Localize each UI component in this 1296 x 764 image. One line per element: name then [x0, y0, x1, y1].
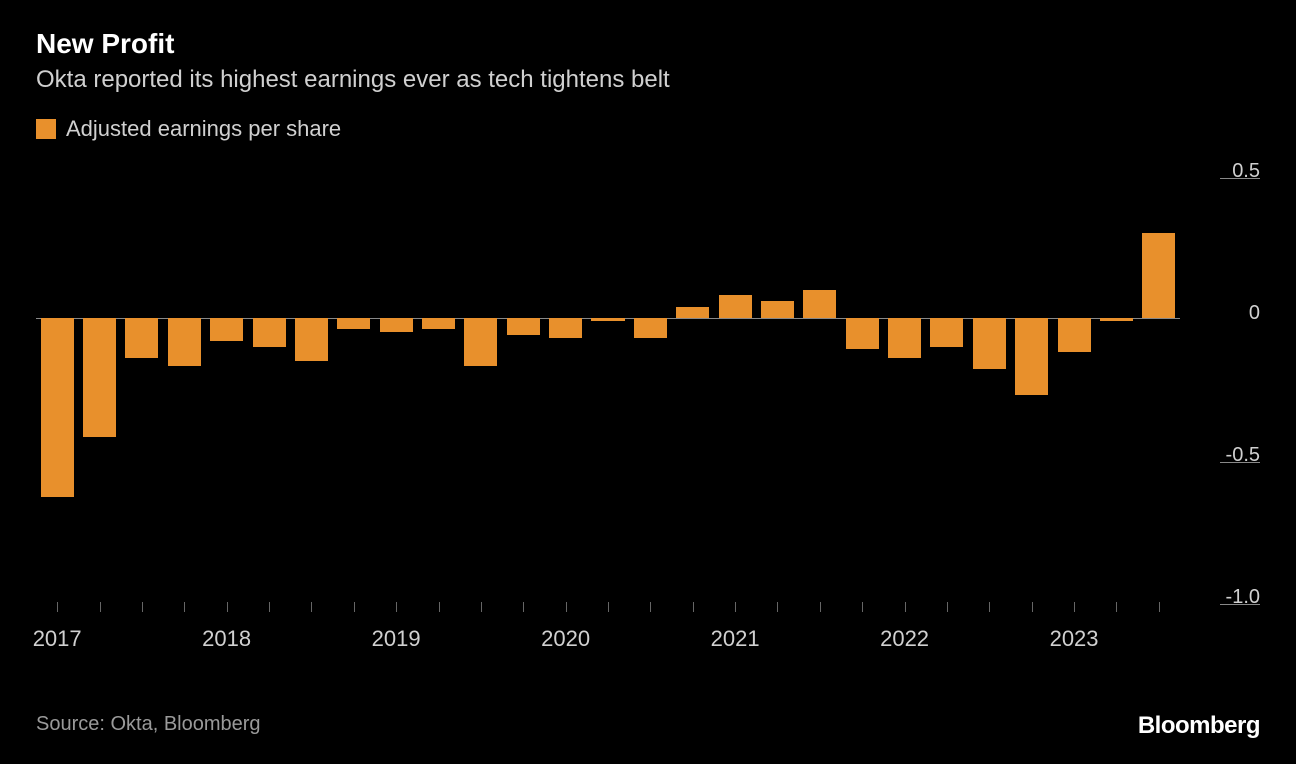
y-tick-line: [1220, 604, 1260, 605]
x-minor-tick: [269, 602, 270, 612]
y-tick: -0.5: [1226, 444, 1260, 469]
x-tick: 2023: [1050, 620, 1099, 652]
x-tick-label: 2020: [541, 626, 590, 652]
x-tick: 2022: [880, 620, 929, 652]
bar: [253, 318, 286, 346]
bar: [888, 318, 921, 358]
source-attribution: Source: Okta, Bloomberg: [36, 713, 261, 736]
y-tick: 0: [1249, 302, 1260, 327]
chart-container: New Profit Okta reported its highest ear…: [36, 28, 1260, 736]
chart-title: New Profit: [36, 28, 1260, 60]
bar: [380, 318, 413, 332]
x-minor-tick: [57, 602, 58, 612]
bar: [803, 290, 836, 318]
bar: [464, 318, 497, 366]
x-minor-tick: [100, 602, 101, 612]
bar: [1142, 233, 1175, 318]
x-minor-tick: [354, 602, 355, 612]
x-minor-tick: [1074, 602, 1075, 612]
x-minor-tick: [566, 602, 567, 612]
bar: [507, 318, 540, 335]
x-tick: 2019: [372, 620, 421, 652]
x-minor-tick: [439, 602, 440, 612]
x-minor-tick: [396, 602, 397, 612]
x-tick: 2017: [33, 620, 82, 652]
x-axis: 2017 2018 2019 2020 2021 2022 2023: [36, 602, 1180, 652]
bars-layer: [36, 162, 1180, 602]
x-minor-tick: [184, 602, 185, 612]
x-minor-tick: [905, 602, 906, 612]
bar: [1100, 318, 1133, 321]
plot-area: 0.5 0 -0.5 -1.0 2017 2018 2019 2020 2021 2022 202…: [36, 162, 1260, 652]
x-tick-label: 2022: [880, 626, 929, 652]
x-minor-tick: [693, 602, 694, 612]
chart-subtitle: Okta reported its highest earnings ever …: [36, 66, 1260, 94]
x-minor-tick: [1032, 602, 1033, 612]
x-minor-tick: [1116, 602, 1117, 612]
x-minor-tick: [1159, 602, 1160, 612]
legend-swatch: [36, 119, 56, 139]
legend: Adjusted earnings per share: [36, 116, 1260, 142]
bar: [1015, 318, 1048, 395]
x-tick: 2020: [541, 620, 590, 652]
x-tick-label: 2021: [711, 626, 760, 652]
x-minor-tick: [142, 602, 143, 612]
x-minor-tick: [777, 602, 778, 612]
bar: [210, 318, 243, 341]
x-minor-tick: [227, 602, 228, 612]
x-minor-tick: [820, 602, 821, 612]
y-tick-label: -1.0: [1226, 586, 1260, 611]
x-minor-tick: [989, 602, 990, 612]
x-minor-tick: [862, 602, 863, 612]
x-tick-label: 2019: [372, 626, 421, 652]
x-minor-tick: [735, 602, 736, 612]
bar: [295, 318, 328, 361]
x-minor-tick: [947, 602, 948, 612]
bar: [761, 301, 794, 318]
bar: [676, 307, 709, 318]
bar: [1058, 318, 1091, 352]
x-minor-tick: [311, 602, 312, 612]
bar: [719, 295, 752, 318]
bar: [634, 318, 667, 338]
y-tick: -1.0: [1226, 586, 1260, 611]
bar: [83, 318, 116, 437]
bar: [168, 318, 201, 366]
bar: [549, 318, 582, 338]
y-tick-label: 0.5: [1232, 160, 1260, 185]
y-tick-label: 0: [1249, 302, 1260, 327]
y-tick-line: [1220, 178, 1260, 179]
x-minor-tick: [650, 602, 651, 612]
bar: [41, 318, 74, 497]
x-minor-tick: [481, 602, 482, 612]
x-tick-label: 2017: [33, 626, 82, 652]
y-tick: 0.5: [1232, 160, 1260, 185]
x-minor-tick: [523, 602, 524, 612]
bar: [930, 318, 963, 346]
x-tick-label: 2023: [1050, 626, 1099, 652]
bar: [422, 318, 455, 329]
x-tick: 2018: [202, 620, 251, 652]
bar: [591, 318, 624, 321]
bar: [973, 318, 1006, 369]
y-tick-label: -0.5: [1226, 444, 1260, 469]
bar: [337, 318, 370, 329]
bar: [125, 318, 158, 358]
x-tick-label: 2018: [202, 626, 251, 652]
x-minor-tick: [608, 602, 609, 612]
bar: [846, 318, 879, 349]
brand-logo: Bloomberg: [1138, 712, 1260, 740]
y-axis: 0.50-0.5-1.0: [1188, 162, 1260, 602]
y-tick-line: [1220, 462, 1260, 463]
x-tick: 2021: [711, 620, 760, 652]
legend-label: Adjusted earnings per share: [66, 116, 341, 142]
